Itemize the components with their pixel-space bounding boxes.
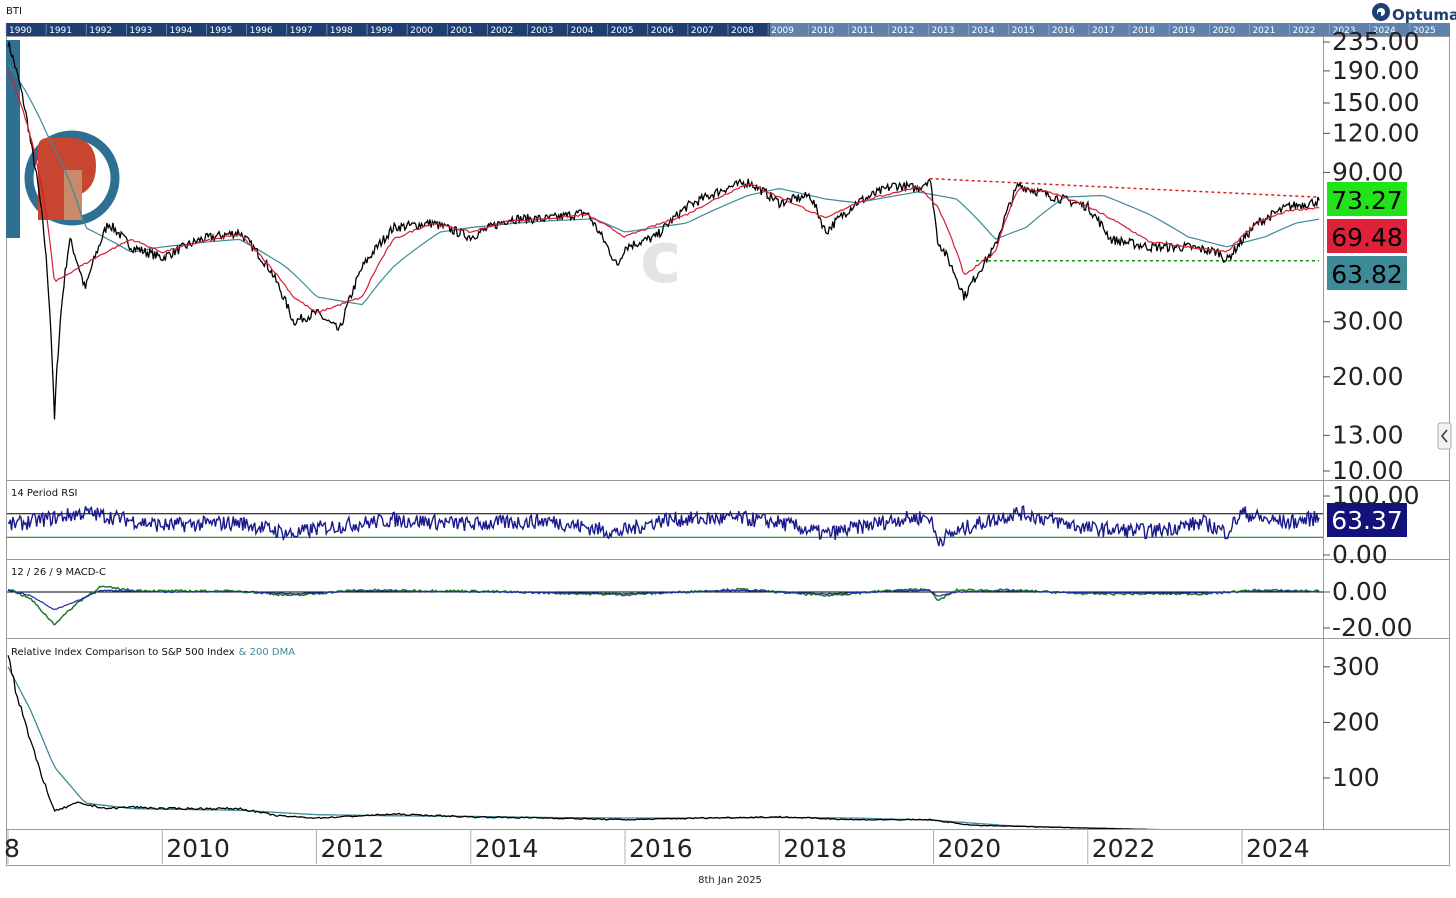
timeline-year-label[interactable]: 2003	[530, 26, 553, 36]
timeline-year-label[interactable]: 2017	[1092, 26, 1115, 36]
timeline-year-label[interactable]: 2006	[651, 26, 674, 36]
x-tick-label: 8	[4, 834, 20, 863]
relative-tick-label: 100	[1332, 763, 1380, 792]
price-tick-label: 235.00	[1332, 27, 1419, 56]
timeline-year-label[interactable]: 1998	[330, 26, 353, 36]
relative-tick-label: 200	[1332, 707, 1380, 736]
timeline-year-label[interactable]: 2014	[972, 26, 995, 36]
price-last-value: 73.27	[1331, 186, 1403, 215]
timeline-year-label[interactable]: 2011	[851, 26, 874, 36]
price-tick-label: 150.00	[1332, 88, 1419, 117]
relative-tick-label: 300	[1332, 652, 1380, 681]
relative-panel-title-suffix: & 200 DMA	[239, 647, 296, 658]
timeline-year-label[interactable]: 2016	[1052, 26, 1075, 36]
timeline-year-label[interactable]: 1997	[290, 26, 313, 36]
x-tick-label: 2022	[1092, 834, 1156, 863]
timeline-year-label[interactable]: 2013	[932, 26, 955, 36]
relative-axis: 300 200 100	[1323, 652, 1380, 792]
price-tick-label: 120.00	[1332, 118, 1419, 147]
timeline-year-label[interactable]: 2008	[731, 26, 754, 36]
x-tick-label: 2014	[475, 834, 539, 863]
rsi-panel-title: 14 Period RSI	[11, 488, 78, 499]
macd-tick-label: 0.00	[1332, 577, 1388, 606]
panel-frames	[6, 36, 1450, 866]
price-tick-label: 190.00	[1332, 56, 1419, 85]
price-line	[7, 41, 1320, 420]
x-tick-label: 2020	[938, 834, 1002, 863]
symbol-label: BTI	[6, 6, 22, 17]
timeline-year-label[interactable]: 2005	[611, 26, 634, 36]
fast-moving-average-line	[7, 70, 1320, 314]
timeline-year-label[interactable]: 1991	[49, 26, 72, 36]
optuma-brand-text: Optuma	[1392, 6, 1456, 24]
rsi-tick-label: 0.00	[1332, 540, 1388, 569]
macd-axis: 0.00 -20.00	[1323, 577, 1413, 642]
timeline-year-label[interactable]: 1999	[370, 26, 393, 36]
timeline-year-label[interactable]: 2012	[891, 26, 914, 36]
publisher-watermark-logo: c	[6, 40, 682, 299]
x-tick-label: 2012	[321, 834, 385, 863]
timeline-year-label[interactable]: 1995	[210, 26, 233, 36]
price-tick-label: 90.00	[1332, 157, 1404, 186]
timeline-year-label[interactable]: 2025	[1413, 26, 1436, 36]
timeline-year-label[interactable]: 2001	[450, 26, 473, 36]
timeline-year-label[interactable]: 2018	[1132, 26, 1155, 36]
timeline-year-label[interactable]: 1990	[9, 26, 32, 36]
timeline-year-label[interactable]: 2023	[1333, 26, 1356, 36]
x-axis-date-labels: 8 2010 2012 2014 2016 2018 2020 2022 2024	[4, 829, 1310, 864]
chevron-left-icon	[1441, 429, 1448, 443]
timeline-visible-window[interactable]	[770, 23, 1450, 36]
last-value-badges: 73.27 69.48 63.82	[1327, 182, 1407, 290]
x-tick-label: 2018	[783, 834, 847, 863]
timeline-year-label[interactable]: 2002	[490, 26, 513, 36]
footer-date: 8th Jan 2025	[698, 875, 762, 886]
price-tick-label: 10.00	[1332, 456, 1404, 485]
collapse-panel-handle[interactable]	[1437, 422, 1452, 450]
timeline-year-labels: 1990 1991 1992 1993 1994 1995 1996 1997 1998 1999…	[5, 24, 1436, 36]
timeline-year-label[interactable]: 2020	[1212, 26, 1235, 36]
relative-ratio-line	[7, 655, 1159, 829]
timeline-year-label[interactable]: 1992	[89, 26, 112, 36]
price-tick-label: 30.00	[1332, 307, 1404, 336]
x-tick-label: 2010	[166, 834, 230, 863]
timeline-year-label[interactable]: 2009	[771, 26, 794, 36]
rsi-line	[7, 504, 1320, 548]
timeline-year-label[interactable]: 2010	[811, 26, 834, 36]
timeline-year-label[interactable]: 2024	[1373, 26, 1396, 36]
relative-panel-title-main: Relative Index Comparison to S&P 500 Ind…	[11, 647, 235, 658]
timeline-year-label[interactable]: 1994	[169, 26, 192, 36]
macd-tick-label: -20.00	[1332, 613, 1413, 642]
rsi-last-value: 63.37	[1331, 506, 1403, 535]
relative-dma-line	[7, 666, 1165, 829]
timeline-year-label[interactable]: 1996	[250, 26, 273, 36]
price-tick-label: 13.00	[1332, 420, 1404, 449]
timeline-year-label[interactable]: 2019	[1172, 26, 1195, 36]
svg-text:c: c	[640, 217, 682, 299]
macd-signal-line	[7, 589, 1320, 611]
fast-ma-last-value: 69.48	[1331, 223, 1403, 252]
timeline-year-label[interactable]: 2022	[1293, 26, 1316, 36]
optuma-logo: Optuma	[1372, 3, 1456, 24]
slow-ma-last-value: 63.82	[1331, 260, 1403, 289]
resistance-trendline	[929, 177, 1320, 198]
timeline-year-label[interactable]: 2007	[691, 26, 714, 36]
price-tick-label: 20.00	[1332, 362, 1404, 391]
timeline-year-label[interactable]: 2015	[1012, 26, 1035, 36]
timeline-year-label[interactable]: 2021	[1252, 26, 1275, 36]
x-tick-label: 2016	[629, 834, 693, 863]
macd-panel-title: 12 / 26 / 9 MACD-C	[11, 567, 106, 578]
x-tick-label: 2024	[1246, 834, 1310, 863]
timeline-year-label[interactable]: 1993	[129, 26, 152, 36]
timeline-year-label[interactable]: 2004	[571, 26, 594, 36]
timeline-year-label[interactable]: 2000	[410, 26, 433, 36]
relative-panel-title: Relative Index Comparison to S&P 500 Ind…	[11, 647, 295, 658]
